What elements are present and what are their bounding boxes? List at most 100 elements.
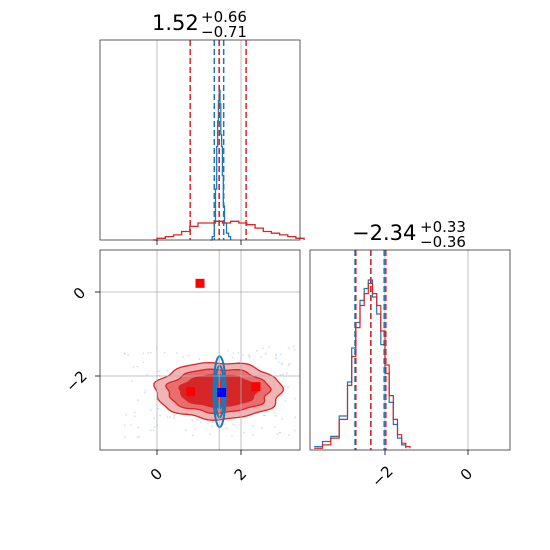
sample-point [187, 354, 190, 357]
sample-point [210, 425, 213, 428]
sample-point [137, 426, 140, 429]
sample-point [277, 361, 280, 364]
sample-point [260, 427, 263, 429]
sample-point [129, 424, 132, 426]
title-param2-median: −2.34 [352, 221, 416, 245]
sample-point [149, 409, 152, 412]
sample-point [146, 373, 148, 376]
tick-x-param2-0: 0 [457, 465, 476, 484]
sample-point [211, 421, 214, 424]
sample-point [152, 429, 155, 432]
grid-hist-param1 [156, 40, 242, 240]
sample-point [268, 346, 271, 348]
tick-x-param2-neg2: −2 [368, 462, 396, 490]
sample-point [142, 352, 145, 355]
sample-point [234, 424, 236, 426]
sample-point [274, 357, 277, 360]
tick-y-2d-0: 0 [70, 284, 89, 303]
title-param1-minus: −0.71 [201, 23, 247, 41]
sample-point [182, 355, 185, 358]
panel-hist-param1 [99, 39, 305, 245]
sample-point [279, 353, 282, 356]
sample-point [231, 423, 234, 426]
sample-point [166, 369, 168, 372]
sample-point [281, 418, 283, 421]
panel-hist-param2: −2 0 [309, 249, 511, 491]
sample-point [158, 370, 161, 373]
marker-0 [195, 278, 205, 288]
sample-point [194, 428, 197, 431]
sample-point [166, 416, 169, 418]
sample-point [134, 415, 136, 418]
sample-point [159, 414, 161, 417]
sample-point [149, 351, 152, 354]
hist-param1-series-1 [153, 220, 305, 241]
hist-param2-series-0 [314, 279, 407, 449]
sample-point [279, 374, 282, 376]
sample-point [273, 411, 276, 414]
sample-point [275, 354, 278, 357]
title-param1-median: 1.52 [152, 11, 199, 35]
sample-point [133, 411, 136, 414]
sample-point [276, 433, 279, 436]
sample-point [287, 386, 290, 389]
sample-point [131, 380, 134, 383]
sample-point [288, 363, 291, 365]
sample-point [237, 351, 240, 354]
sample-point [142, 361, 145, 364]
sample-point [292, 345, 295, 348]
sample-point [281, 373, 284, 376]
sample-point [149, 429, 152, 432]
sample-point [231, 435, 233, 437]
sample-point [132, 366, 135, 368]
sample-point [259, 356, 262, 358]
sample-point [153, 417, 156, 419]
panel-2d: 0 2 0 −2 [62, 249, 301, 484]
sample-point [144, 389, 147, 392]
tick-y-2d-neg2: −2 [62, 367, 90, 395]
sample-point [252, 434, 255, 437]
sample-point [280, 363, 283, 366]
sample-point [255, 349, 258, 352]
sample-point [191, 434, 194, 437]
sample-point [176, 352, 179, 354]
sample-point [287, 347, 290, 350]
sample-point [285, 372, 288, 375]
sample-point [248, 355, 251, 358]
sample-point [153, 425, 156, 428]
sample-point [173, 417, 175, 420]
marker-2 [251, 382, 261, 392]
sample-point [232, 352, 235, 354]
sample-point [227, 349, 230, 352]
sample-point [284, 400, 287, 403]
sample-point [125, 413, 128, 416]
sample-point [208, 433, 211, 436]
sample-point [136, 436, 139, 439]
frame-2d [99, 249, 301, 451]
sample-point [262, 414, 265, 417]
grid-2d [100, 250, 300, 450]
sample-point [184, 429, 187, 432]
sample-point [287, 434, 290, 437]
sample-point [127, 354, 129, 356]
sample-point [293, 397, 296, 400]
sample-point [147, 352, 150, 354]
sample-point [274, 415, 277, 417]
title-param2-minus: −0.36 [420, 233, 466, 251]
marker-1 [186, 387, 196, 397]
sample-point [191, 419, 194, 422]
tick-x-2d-2: 2 [231, 465, 250, 484]
sample-point [293, 349, 296, 351]
sample-point [169, 416, 172, 418]
sample-point [200, 421, 202, 424]
sample-point [198, 358, 201, 361]
sample-point [284, 385, 287, 388]
sample-point [275, 353, 278, 356]
sample-point [256, 366, 259, 369]
sample-point [294, 416, 297, 419]
sample-point [243, 431, 246, 434]
title-param2-plus: +0.33 [420, 218, 466, 236]
sample-point [123, 424, 126, 427]
title-param1: 1.52 [152, 11, 199, 35]
